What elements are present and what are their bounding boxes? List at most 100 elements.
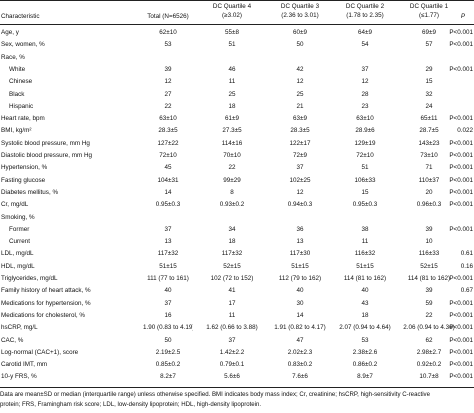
cell-q2: 54 bbox=[361, 41, 369, 49]
table-row: Hypertension, % 45 22 37 51 71 P<0.001 bbox=[0, 162, 474, 174]
cell-p bbox=[440, 52, 473, 64]
cell-total: 8.2±7 bbox=[160, 373, 176, 381]
cell-p: P<0.001 bbox=[449, 373, 473, 381]
table-row: LDL, mg/dL 117±32 117±32 117±30 116±32 116±33… bbox=[0, 248, 474, 260]
row-label: Hypertension, % bbox=[1, 164, 48, 172]
cell-q2: 23 bbox=[361, 102, 369, 110]
row-label: BMI, kg/m² bbox=[1, 127, 32, 135]
cell-total: 117±32 bbox=[157, 250, 179, 258]
cell-q2: 63±10 bbox=[356, 115, 374, 123]
cell-q2: 37 bbox=[361, 65, 369, 73]
header-q1-name: DC Quartile 1 bbox=[409, 3, 449, 10]
cell-p: P<0.001 bbox=[449, 29, 473, 36]
cell-q3: 0.83±0.2 bbox=[287, 361, 313, 369]
row-label: LDL, mg/dL bbox=[1, 250, 34, 258]
cell-q2: 0.86±0.2 bbox=[352, 361, 378, 369]
cell-q4: 27.3±5 bbox=[222, 127, 242, 135]
table-row: Cr, mg/dL 0.95±0.3 0.93±0.2 0.94±0.3 0.95±0.… bbox=[0, 199, 474, 211]
cell-p: P<0.001 bbox=[449, 225, 473, 233]
table-row: Current 13 18 13 11 10 bbox=[0, 236, 474, 248]
cell-q3: 1.91 (0.82 to 4.17) bbox=[274, 324, 326, 332]
cell-q3: 63±9 bbox=[293, 115, 307, 123]
row-label: Smoking, % bbox=[1, 213, 35, 221]
cell-total: 53 bbox=[164, 41, 172, 49]
cell-q1: 62 bbox=[425, 336, 433, 344]
header-q4-range: (≥3.02) bbox=[222, 12, 242, 19]
cell-total: 72±10 bbox=[159, 152, 177, 159]
cell-q2: 64±9 bbox=[358, 29, 372, 36]
row-label: Former bbox=[9, 225, 30, 233]
cell-q4: 18 bbox=[228, 102, 236, 110]
cell-q3: 112 (79 to 162) bbox=[278, 275, 322, 282]
table-row: Carotid IMT, mm 0.85±0.2 0.79±0.1 0.83±0.2 0… bbox=[0, 359, 474, 371]
row-label: White bbox=[9, 65, 26, 73]
cell-q3: 122±17 bbox=[289, 139, 311, 147]
bottom-rule bbox=[0, 387, 474, 388]
cell-q1: 69±9 bbox=[422, 29, 436, 36]
cell-q4: 8 bbox=[230, 188, 234, 196]
cell-q1: 32 bbox=[425, 90, 433, 98]
cell-q1: 15 bbox=[425, 78, 433, 86]
cell-q4: 1.62 (0.66 to 3.88) bbox=[206, 324, 258, 332]
table-row: Diastolic blood pressure, mm Hg 72±10 70±1… bbox=[0, 150, 474, 162]
cell-q3: 25 bbox=[296, 90, 304, 98]
cell-q4: 61±9 bbox=[225, 115, 239, 123]
cell-q3 bbox=[269, 52, 331, 64]
row-label: Current bbox=[9, 238, 30, 246]
cell-q2: 2.38±2.6 bbox=[352, 348, 378, 356]
row-label: Diabetes mellitus, % bbox=[1, 188, 59, 196]
cell-p: P<0.001 bbox=[449, 65, 473, 73]
table-row: Black 27 25 25 28 32 bbox=[0, 89, 474, 101]
row-label: 10-y FRS, % bbox=[1, 373, 37, 381]
row-label: Cr, mg/dL bbox=[1, 201, 29, 209]
header-rule bbox=[0, 24, 474, 25]
table-row: Medications for hypertension, % 37 17 30 43 5… bbox=[0, 298, 474, 310]
cell-q1: 2.06 (0.94 to 4.36) bbox=[403, 324, 455, 332]
cell-q4: 18 bbox=[228, 238, 236, 246]
cell-total: 45 bbox=[164, 164, 172, 172]
cell-p bbox=[440, 101, 473, 113]
cell-total: 13 bbox=[164, 238, 172, 246]
row-label: Fasting glucose bbox=[1, 176, 46, 184]
cell-total: 51±15 bbox=[159, 262, 177, 270]
cell-q2: 106±33 bbox=[354, 176, 376, 184]
table-row: Former 37 34 36 38 39 P<0.001 bbox=[0, 224, 474, 236]
cell-q2: 18 bbox=[361, 311, 369, 319]
cell-q2: 51±15 bbox=[356, 262, 374, 270]
cell-q3 bbox=[269, 212, 331, 224]
cell-q3: 7.6±6 bbox=[292, 373, 308, 381]
table-row: Medications for cholesterol, % 16 11 14 18 22… bbox=[0, 310, 474, 322]
cell-q2: 2.07 (0.94 to 4.64) bbox=[339, 324, 391, 332]
cell-q4: 70±10 bbox=[223, 152, 241, 159]
cell-q4: 102 (72 to 152) bbox=[210, 275, 254, 282]
cell-q4: 114±16 bbox=[221, 139, 243, 147]
cell-q3: 42 bbox=[296, 65, 304, 73]
cell-q3: 51±15 bbox=[291, 262, 309, 270]
cell-q3: 12 bbox=[296, 78, 304, 86]
cell-q2: 114 (81 to 162) bbox=[343, 275, 387, 282]
cell-p: P<0.001 bbox=[449, 188, 473, 196]
table-row: Chinese 12 11 12 12 15 bbox=[0, 76, 474, 88]
cell-p: P<0.001 bbox=[449, 164, 473, 172]
cell-p: 0.16 bbox=[460, 262, 473, 270]
cell-total: 62±10 bbox=[159, 29, 177, 36]
row-label: Triglycerides, mg/dL bbox=[1, 275, 58, 282]
header-q1-range: (≤1.77) bbox=[419, 12, 439, 19]
table-row: Diabetes mellitus, % 14 8 12 15 20 P<0.001 bbox=[0, 187, 474, 199]
cell-q1: 71 bbox=[425, 164, 433, 172]
cell-total: 14 bbox=[164, 188, 172, 196]
table-row: HDL, mg/dL 51±15 52±15 51±15 51±15 52±15 0.16 bbox=[0, 261, 474, 273]
cell-q2: 51 bbox=[361, 164, 369, 172]
cell-q4: 22 bbox=[228, 164, 236, 172]
row-label: Diastolic blood pressure, mm Hg bbox=[1, 152, 92, 159]
cell-p bbox=[440, 89, 473, 101]
row-label: Age, y bbox=[1, 29, 19, 36]
cell-q4: 46 bbox=[228, 65, 236, 73]
cell-q2: 0.95±0.3 bbox=[352, 201, 378, 209]
cell-q4: 117±32 bbox=[221, 250, 243, 258]
cell-q2 bbox=[334, 212, 396, 224]
cell-q1: 114 (81 to 162) bbox=[407, 275, 451, 282]
cell-q3: 14 bbox=[296, 311, 304, 319]
cell-q4: 11 bbox=[228, 311, 236, 319]
row-label: Sex, women, % bbox=[1, 41, 45, 49]
